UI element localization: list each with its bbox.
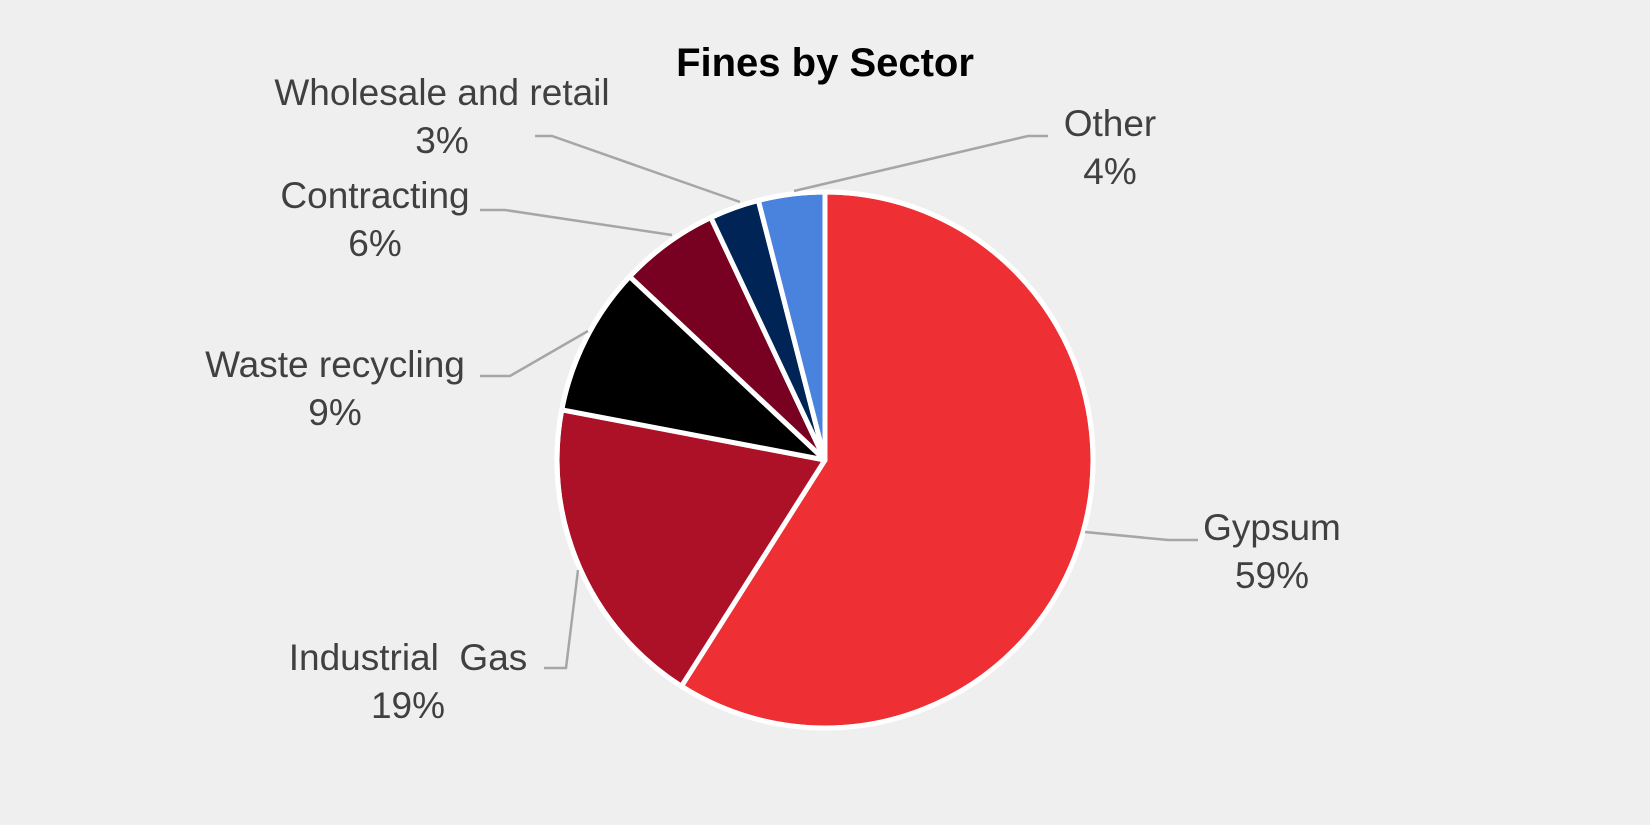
slices-layer: [554, 189, 1096, 731]
leader-line-wholesale-and-retail: [535, 134, 741, 204]
leader-line-waste-recycling: [480, 329, 589, 378]
slice-label-other: Other: [1064, 103, 1157, 144]
slice-value-other: 4%: [1083, 151, 1136, 192]
leader-lines-layer: [480, 134, 1198, 670]
slice-value-waste-recycling: 9%: [308, 392, 361, 433]
leader-line-contracting: [480, 208, 673, 237]
slice-label-gypsum: Gypsum: [1203, 507, 1341, 548]
slice-value-industrial-gas: 19%: [371, 685, 445, 726]
leader-line-other: [793, 134, 1048, 193]
slice-value-gypsum: 59%: [1235, 555, 1309, 596]
leader-line-industrial-gas: [544, 569, 580, 670]
pie-outline: [554, 189, 1096, 731]
slice-label-wholesale-and-retail: Wholesale and retail: [274, 72, 609, 113]
slice-label-industrial-gas: Industrial Gas: [289, 637, 528, 678]
slice-value-contracting: 6%: [348, 223, 401, 264]
data-labels-layer: Gypsum 59% Industrial Gas 19% Waste recyclin…: [205, 72, 1341, 726]
slice-label-contracting: Contracting: [280, 175, 469, 216]
chart-title: Fines by Sector: [676, 41, 974, 85]
slice-label-waste-recycling: Waste recycling: [205, 344, 465, 385]
leader-line-gypsum: [1084, 530, 1198, 542]
slice-value-wholesale-and-retail: 3%: [415, 120, 468, 161]
